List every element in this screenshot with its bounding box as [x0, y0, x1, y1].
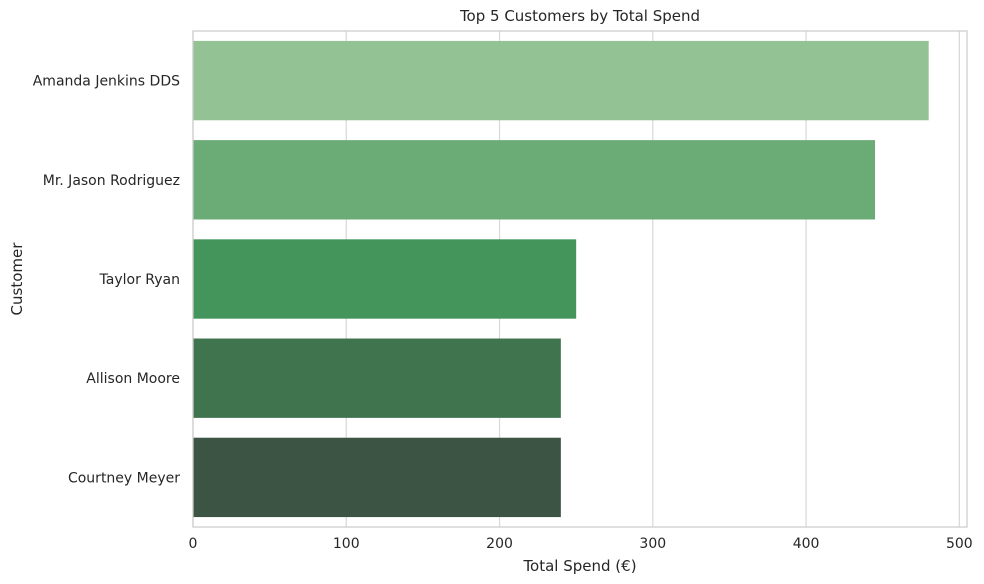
- y-tick-label: Mr. Jason Rodriguez: [43, 173, 180, 189]
- y-axis-title: Customer: [8, 242, 26, 316]
- x-tick-label: 400: [793, 536, 820, 552]
- bar: [193, 140, 876, 220]
- x-axis-title: Total Spend (€): [522, 557, 636, 575]
- bars: [193, 40, 929, 518]
- x-tick-label: 100: [333, 536, 360, 552]
- bar: [193, 437, 561, 518]
- chart-title: Top 5 Customers by Total Spend: [459, 7, 700, 25]
- y-axis-ticks: Amanda Jenkins DDS Mr. Jason Rodriguez Tay…: [33, 74, 181, 487]
- y-tick-label: Courtney Meyer: [68, 470, 180, 486]
- x-axis-ticks: 0 100 200 300 400 500: [189, 536, 973, 552]
- x-tick-label: 300: [639, 536, 666, 552]
- plot-frame: [192, 30, 968, 528]
- x-tick-label: 0: [189, 536, 198, 552]
- y-tick-label: Taylor Ryan: [99, 272, 180, 288]
- x-tick-label: 500: [946, 536, 973, 552]
- bar: [193, 239, 577, 319]
- bar: [193, 40, 929, 121]
- bar: [193, 338, 561, 418]
- x-tick-label: 200: [486, 536, 513, 552]
- y-tick-label: Allison Moore: [86, 371, 180, 387]
- y-tick-label: Amanda Jenkins DDS: [33, 74, 180, 90]
